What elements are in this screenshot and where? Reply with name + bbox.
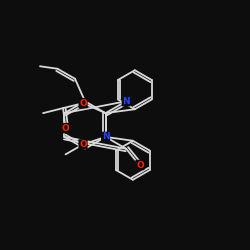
Text: O: O bbox=[136, 160, 144, 170]
Text: O: O bbox=[79, 98, 87, 108]
Text: N: N bbox=[102, 132, 110, 141]
Text: O: O bbox=[62, 124, 70, 132]
Text: N: N bbox=[122, 97, 130, 106]
Text: O: O bbox=[79, 140, 87, 149]
